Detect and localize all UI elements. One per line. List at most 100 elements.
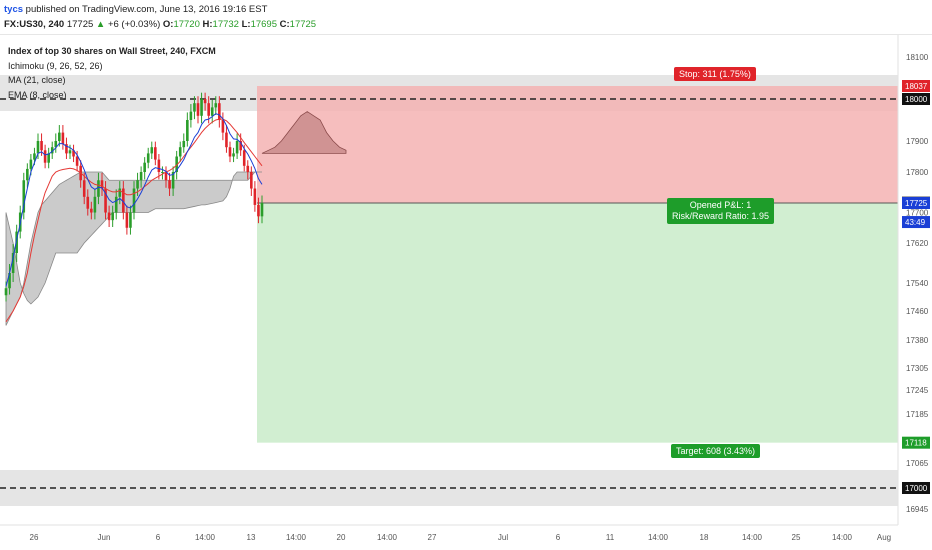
candle bbox=[125, 212, 129, 228]
candle bbox=[214, 103, 218, 108]
candle bbox=[161, 172, 164, 173]
price-tick: 16945 bbox=[906, 505, 929, 514]
high-value: 17732 bbox=[212, 19, 239, 30]
candle bbox=[50, 147, 54, 154]
candle bbox=[218, 103, 221, 120]
candle bbox=[111, 212, 114, 221]
candle bbox=[8, 273, 11, 289]
candle bbox=[178, 147, 182, 157]
time-tick: 26 bbox=[30, 533, 39, 542]
candle bbox=[175, 156, 178, 172]
price-tag-label: 43:49 bbox=[905, 218, 926, 227]
candle bbox=[114, 196, 118, 213]
price-change: +6 (+0.03%) bbox=[107, 19, 161, 30]
price-tag-label: 17725 bbox=[905, 199, 928, 208]
price-tick: 17620 bbox=[906, 239, 929, 248]
candle bbox=[210, 107, 214, 116]
candle bbox=[40, 141, 43, 151]
legend-ema[interactable]: EMA (8, close) bbox=[8, 89, 67, 100]
candle bbox=[239, 141, 242, 151]
price-tag-label: 18000 bbox=[905, 95, 928, 104]
risk-reward: Risk/Reward Ratio: 1.95 bbox=[672, 211, 770, 221]
candle bbox=[207, 103, 210, 116]
price-tag-stop bbox=[902, 80, 930, 92]
candle bbox=[154, 147, 157, 160]
price-tick: 17540 bbox=[906, 279, 929, 288]
candle bbox=[186, 120, 189, 141]
price-tag-target bbox=[902, 436, 930, 449]
time-tick: 20 bbox=[337, 533, 346, 542]
candle bbox=[221, 120, 225, 133]
legend-ichimoku[interactable]: Ichimoku (9, 26, 52, 26) bbox=[8, 60, 103, 71]
price-tick: 17800 bbox=[906, 168, 929, 177]
author-name[interactable]: tycs bbox=[4, 4, 24, 15]
candle bbox=[61, 132, 65, 145]
price-tick: 18100 bbox=[906, 53, 929, 62]
time-tick: 6 bbox=[556, 533, 561, 542]
candle bbox=[225, 132, 228, 148]
candle bbox=[104, 188, 107, 213]
candle bbox=[43, 150, 47, 163]
pl-badge: Opened P&L: 1 Risk/Reward Ratio: 1.95 bbox=[667, 198, 775, 224]
ichimoku-cloud bbox=[5, 171, 262, 326]
candle bbox=[139, 172, 143, 181]
candle bbox=[250, 172, 253, 189]
time-tick: Jun bbox=[98, 533, 111, 542]
legend-ma[interactable]: MA (21, close) bbox=[8, 75, 66, 85]
price-tag-level bbox=[902, 93, 930, 105]
time-tick: 13 bbox=[247, 533, 256, 542]
candle bbox=[246, 165, 250, 172]
candle bbox=[168, 180, 171, 189]
up-arrow-icon: ▲ bbox=[95, 19, 106, 30]
time-tick: Jul bbox=[498, 533, 508, 542]
time-tick: 25 bbox=[792, 533, 801, 542]
candle bbox=[58, 132, 61, 141]
price-tag-label: 17118 bbox=[905, 439, 927, 448]
time-tick: 14:00 bbox=[648, 533, 669, 542]
ohlc-line: FX:US30, 240 17725 ▲ +6 (+0.03%) O:17720… bbox=[4, 19, 316, 30]
price-chart[interactable]: 18100 17900 17800 17700 17620 17540 17460 17380… bbox=[0, 35, 932, 550]
ma-21-line bbox=[5, 118, 263, 323]
level-band-17000 bbox=[0, 470, 898, 506]
candle bbox=[150, 147, 154, 154]
candle bbox=[22, 180, 26, 213]
price-tag-entry bbox=[902, 216, 930, 229]
stop-zone bbox=[257, 86, 898, 203]
low-label: L: bbox=[241, 19, 251, 30]
candle bbox=[242, 150, 246, 166]
price-tick: 17305 bbox=[906, 364, 929, 373]
candle bbox=[235, 141, 239, 154]
target-badge: Target: 608 (3.43%) bbox=[671, 444, 761, 458]
price-tick: 17900 bbox=[906, 137, 929, 146]
candle bbox=[90, 208, 93, 213]
candle bbox=[29, 159, 33, 169]
candle bbox=[75, 156, 79, 166]
publish-line: tycs published on TradingView.com, June … bbox=[4, 4, 267, 15]
chart-header: tycs published on TradingView.com, June … bbox=[0, 0, 932, 35]
time-tick: 14:00 bbox=[832, 533, 853, 542]
price-tick: 17460 bbox=[906, 307, 929, 316]
stop-badge: Stop: 311 (1.75%) bbox=[674, 67, 756, 81]
publish-info: published on TradingView.com, June 13, 2… bbox=[25, 4, 268, 15]
candle bbox=[118, 188, 122, 197]
candle bbox=[11, 253, 15, 273]
candle bbox=[132, 188, 136, 213]
time-tick: 6 bbox=[156, 533, 161, 542]
candle bbox=[193, 103, 196, 112]
chart-legend: Index of top 30 shares on Wall Street, 2… bbox=[8, 44, 216, 102]
candle bbox=[157, 159, 161, 172]
candle bbox=[228, 147, 232, 157]
price-axis bbox=[898, 35, 932, 550]
time-tick: 27 bbox=[428, 533, 437, 542]
candle bbox=[86, 196, 90, 209]
candle bbox=[182, 141, 186, 148]
candle bbox=[260, 203, 264, 217]
opened-pl: Opened P&L: 1 bbox=[689, 200, 752, 210]
candle bbox=[257, 204, 260, 217]
candle bbox=[146, 153, 150, 163]
candle bbox=[200, 99, 203, 116]
candle bbox=[253, 188, 257, 205]
target-zone bbox=[257, 203, 898, 443]
legend-title: Index of top 30 shares on Wall Street, 2… bbox=[8, 46, 216, 56]
time-tick: 14:00 bbox=[195, 533, 216, 542]
